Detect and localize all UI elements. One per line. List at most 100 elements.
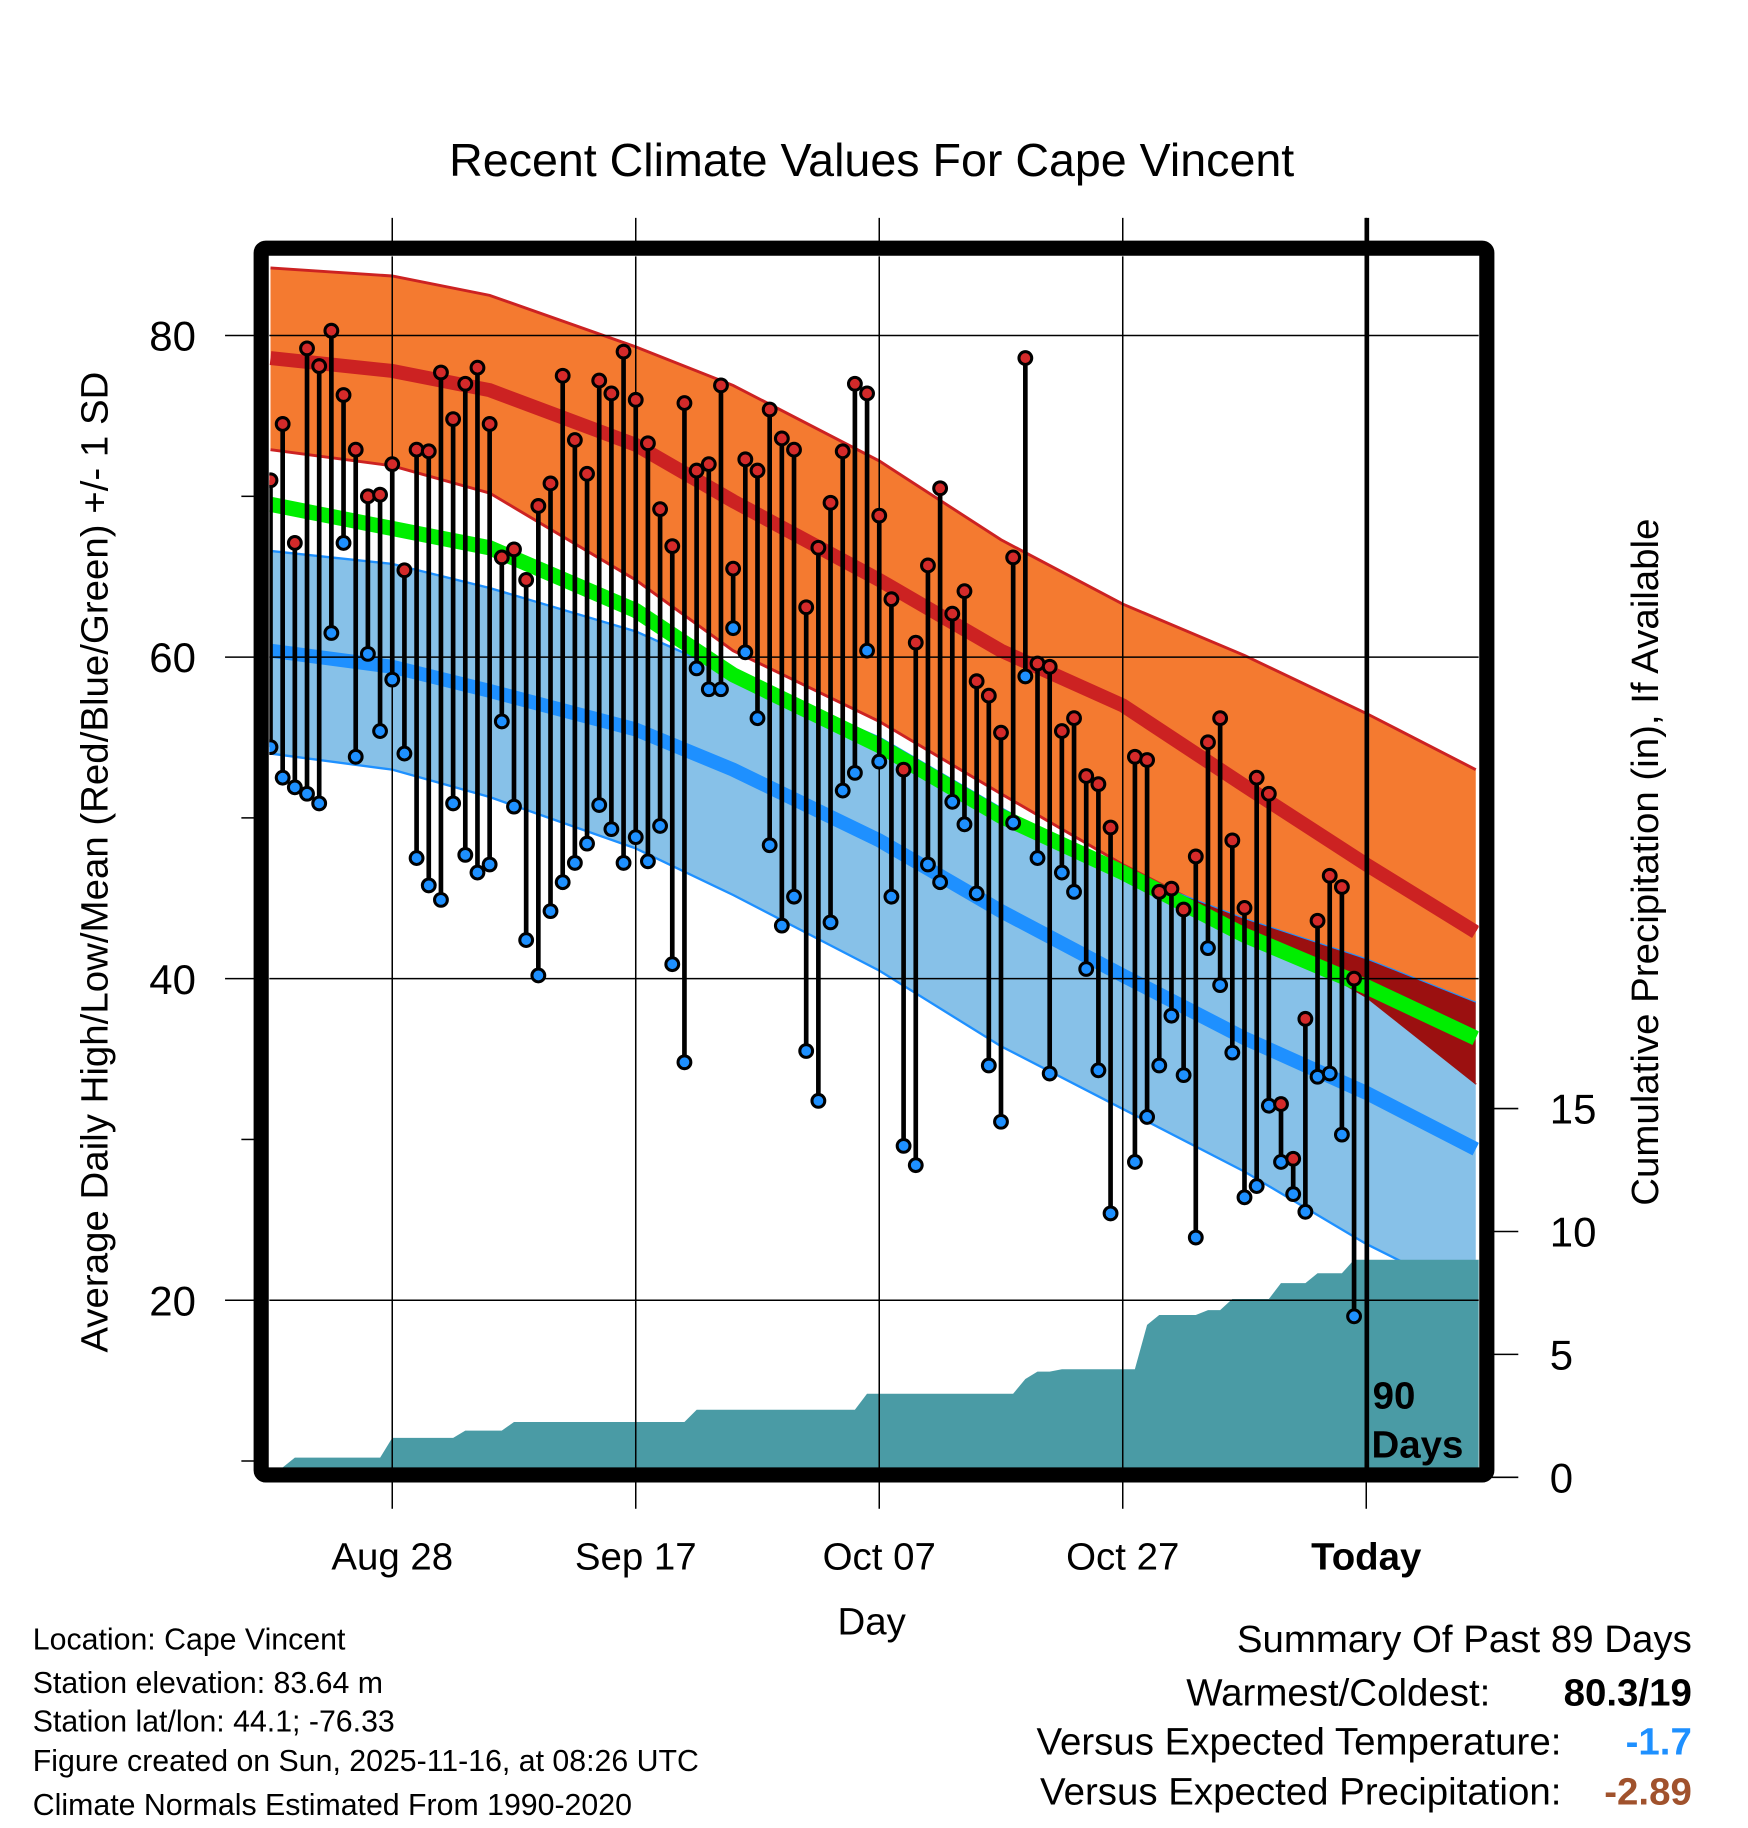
- daily-low-point: [286, 779, 303, 796]
- daily-high-point: [542, 475, 559, 492]
- y2-tick-label: 5: [1550, 1332, 1573, 1379]
- daily-low-point: [1139, 1109, 1156, 1125]
- daily-high-point: [932, 480, 949, 497]
- daily-low-point: [457, 846, 474, 863]
- daily-high-point: [269, 472, 279, 489]
- daily-high-point: [652, 501, 669, 518]
- daily-low-point: [944, 793, 961, 810]
- y-tick-label: 60: [149, 634, 196, 681]
- y-axis-label: Average Daily High/Low/Mean (Red/Blue/Gr…: [73, 372, 116, 1353]
- daily-low-point: [1005, 814, 1022, 831]
- daily-high-point: [907, 634, 924, 651]
- daily-high-point: [530, 498, 547, 514]
- warmest-coldest-label: Warmest/Coldest:: [1186, 1672, 1490, 1715]
- daily-low-point: [433, 891, 449, 908]
- daily-low-point: [542, 903, 559, 920]
- daily-high-point: [493, 549, 510, 566]
- precip-departure-label: Versus Expected Precipitation:: [1040, 1771, 1561, 1814]
- daily-high-point: [372, 486, 388, 503]
- warmest-coldest-value: 80.3/19: [1564, 1672, 1692, 1715]
- daily-low-point: [335, 535, 352, 551]
- y2-tick-label: 0: [1550, 1454, 1573, 1501]
- daily-low-point: [469, 864, 486, 881]
- daily-high-point: [980, 687, 997, 704]
- plot-area: [269, 256, 1479, 1470]
- daily-high-point: [603, 385, 620, 402]
- daily-low-point: [859, 642, 875, 659]
- daily-low-point: [907, 1157, 924, 1174]
- daily-high-point: [822, 494, 839, 511]
- daily-high-point: [968, 673, 985, 690]
- daily-high-point: [1041, 658, 1058, 675]
- daily-high-point: [1200, 734, 1216, 751]
- normal-high-sd-band: [270, 267, 1476, 1085]
- daily-low-point: [871, 753, 888, 770]
- daily-high-point: [311, 358, 328, 375]
- info-elevation: Station elevation: 83.64 m: [33, 1667, 383, 1700]
- daily-low-point: [1090, 1062, 1107, 1079]
- daily-low-point: [664, 956, 681, 973]
- daily-low-point: [1029, 850, 1046, 866]
- daily-high-point: [579, 465, 595, 482]
- temp-departure-value: -1.7: [1626, 1721, 1692, 1764]
- daily-high-point: [700, 456, 717, 473]
- daily-low-point: [311, 795, 328, 812]
- daily-low-point: [506, 798, 522, 815]
- daily-low-point: [1017, 668, 1034, 685]
- daily-high-point: [615, 343, 632, 360]
- station-info: Location: Cape Vincent Station elevation…: [33, 1624, 699, 1822]
- daily-high-point: [1346, 970, 1362, 987]
- days-annotation-number: 90: [1373, 1375, 1416, 1418]
- daily-high-point: [846, 375, 863, 392]
- daily-low-point: [1285, 1186, 1302, 1203]
- daily-high-point: [786, 441, 802, 458]
- daily-high-point: [1175, 901, 1192, 918]
- daily-high-point: [676, 395, 693, 411]
- daily-high-point: [445, 411, 462, 428]
- daily-high-point: [737, 451, 754, 468]
- daily-high-point: [713, 377, 729, 394]
- daily-high-point: [639, 435, 656, 452]
- daily-low-point: [1175, 1067, 1192, 1084]
- daily-high-point: [299, 340, 315, 357]
- daily-low-point: [1236, 1189, 1253, 1206]
- daily-low-point: [810, 1092, 827, 1109]
- daily-low-point: [408, 850, 425, 866]
- daily-high-point: [1321, 867, 1338, 884]
- daily-high-point: [627, 391, 644, 408]
- x-tick-label: Aug 28: [331, 1535, 453, 1578]
- daily-low-point: [920, 856, 936, 873]
- info-location: Location: Cape Vincent: [33, 1624, 346, 1657]
- daily-high-point: [834, 443, 851, 460]
- daily-high-point: [1102, 819, 1119, 836]
- gridlines: [269, 256, 1479, 1470]
- daily-low-point: [822, 914, 839, 931]
- daily-high-point: [506, 541, 522, 558]
- daily-low-point: [579, 835, 595, 852]
- daily-high-point: [1236, 899, 1253, 916]
- daily-low-point: [627, 829, 644, 846]
- daily-low-point: [956, 816, 973, 833]
- daily-low-point: [591, 797, 608, 813]
- daily-low-point: [1248, 1178, 1265, 1194]
- daily-high-point: [1163, 880, 1180, 897]
- daily-high-point: [396, 562, 413, 579]
- daily-high-point: [810, 539, 827, 556]
- daily-low-point: [359, 645, 376, 662]
- daily-high-point: [1309, 912, 1326, 929]
- daily-high-point: [1333, 879, 1350, 895]
- daily-low-point: [798, 1043, 815, 1059]
- daily-high-point: [1078, 768, 1095, 785]
- daily-low-point: [566, 854, 583, 871]
- x-tick-label: Today: [1311, 1535, 1422, 1578]
- daily-low-point: [554, 874, 571, 891]
- daily-low-point: [1066, 883, 1082, 900]
- precip-departure-value: -2.89: [1604, 1771, 1692, 1814]
- daily-high-point: [1005, 549, 1022, 566]
- x-tick-label: Oct 27: [1066, 1535, 1179, 1578]
- daily-low-point: [396, 745, 413, 762]
- daily-high-point: [773, 430, 790, 447]
- daily-low-point: [1053, 864, 1070, 881]
- daily-high-point: [433, 364, 449, 381]
